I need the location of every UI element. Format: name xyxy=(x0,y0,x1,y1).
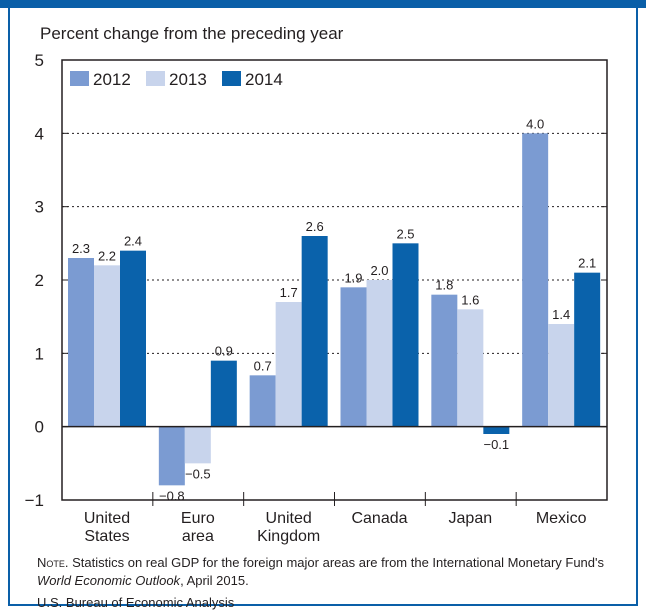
axes: −1012345UnitedStatesEuroareaUnitedKingdo… xyxy=(25,51,608,545)
bar-2013 xyxy=(366,280,393,427)
x-tick-label: United xyxy=(266,510,312,527)
bar-2012 xyxy=(522,133,549,427)
data-label: 1.6 xyxy=(461,292,479,307)
data-label: 2.0 xyxy=(370,263,388,278)
bar-2014 xyxy=(210,360,237,427)
data-label: 2.2 xyxy=(98,248,116,263)
bar-2014 xyxy=(120,250,146,427)
data-label: −0.8 xyxy=(159,488,185,503)
y-tick-label: 5 xyxy=(35,51,44,70)
x-tick-label: Canada xyxy=(351,510,407,527)
bar-2014 xyxy=(392,243,419,427)
data-label: 1.7 xyxy=(280,285,298,300)
data-labels: 2.3 2.2 2.4 −0.8−0.5 0.9 0.7 1.7 2.6 1.9 2.0 2.5 1.… xyxy=(72,116,596,503)
note-text-2: , April 2015. xyxy=(180,573,249,588)
y-tick-label: 4 xyxy=(35,124,44,143)
chart-note: Note. Statistics on real GDP for the for… xyxy=(37,554,604,590)
data-label: 2.4 xyxy=(124,234,142,249)
data-label: 2.6 xyxy=(306,219,324,234)
x-tick-label: Euro xyxy=(181,510,215,527)
bar-2014 xyxy=(301,236,328,427)
legend-swatch-2013 xyxy=(146,71,165,86)
data-label: 2.3 xyxy=(72,241,90,256)
x-tick-label: Mexico xyxy=(536,510,587,527)
legend-label-2013: 2013 xyxy=(169,70,207,89)
legend-swatch-2012 xyxy=(70,71,89,86)
bar-2013 xyxy=(94,265,120,427)
legend-swatch-2014 xyxy=(222,71,241,86)
bar-2012 xyxy=(249,375,276,427)
chart-frame xyxy=(8,8,638,606)
data-label: −0.1 xyxy=(483,437,509,452)
gdp-bar-chart: Percent change from the preceding year 2… xyxy=(25,24,608,545)
data-label: 0.7 xyxy=(254,358,272,373)
bars xyxy=(68,133,601,486)
note-publication: World Economic Outlook xyxy=(37,573,181,588)
top-band xyxy=(0,0,646,8)
y-axis-title: Percent change from the preceding year xyxy=(40,24,344,43)
grid xyxy=(62,132,607,354)
bar-2012 xyxy=(431,294,458,427)
legend-label-2012: 2012 xyxy=(93,70,131,89)
data-label: 1.8 xyxy=(435,278,453,293)
bar-2012 xyxy=(340,287,367,427)
x-tick-label: area xyxy=(182,528,214,545)
y-tick-label: 0 xyxy=(35,418,44,437)
bar-2013 xyxy=(548,324,575,427)
note-prefix: Note xyxy=(37,555,65,570)
legend-label-2014: 2014 xyxy=(245,70,283,89)
x-tick-label: United xyxy=(84,510,130,527)
x-tick-label: Japan xyxy=(449,510,493,527)
x-tick-label: States xyxy=(84,528,129,545)
bar-2012 xyxy=(158,426,185,486)
data-label: 0.9 xyxy=(215,344,233,359)
y-tick-label: 1 xyxy=(35,344,44,363)
data-label: 1.4 xyxy=(552,307,570,322)
data-label: 2.1 xyxy=(578,256,596,271)
bar-2014 xyxy=(483,426,510,434)
bar-2012 xyxy=(68,258,94,427)
data-label: 1.9 xyxy=(344,270,362,285)
data-label: 2.5 xyxy=(396,226,414,241)
legend: 2012 2013 2014 xyxy=(70,70,283,89)
x-tick-label: Kingdom xyxy=(257,528,320,545)
data-label: −0.5 xyxy=(185,466,211,481)
bar-2013 xyxy=(184,426,211,464)
y-tick-label: −1 xyxy=(25,491,44,510)
bar-2013 xyxy=(275,302,302,427)
y-tick-label: 2 xyxy=(35,271,44,290)
y-tick-label: 3 xyxy=(35,198,44,217)
bar-2013 xyxy=(457,309,484,427)
source-line: U.S. Bureau of Economic Analysis xyxy=(37,595,235,610)
bar-2014 xyxy=(574,272,601,427)
note-text-1: . Statistics on real GDP for the foreign… xyxy=(64,555,604,570)
data-label: 4.0 xyxy=(526,116,544,131)
plot-border xyxy=(61,59,608,501)
